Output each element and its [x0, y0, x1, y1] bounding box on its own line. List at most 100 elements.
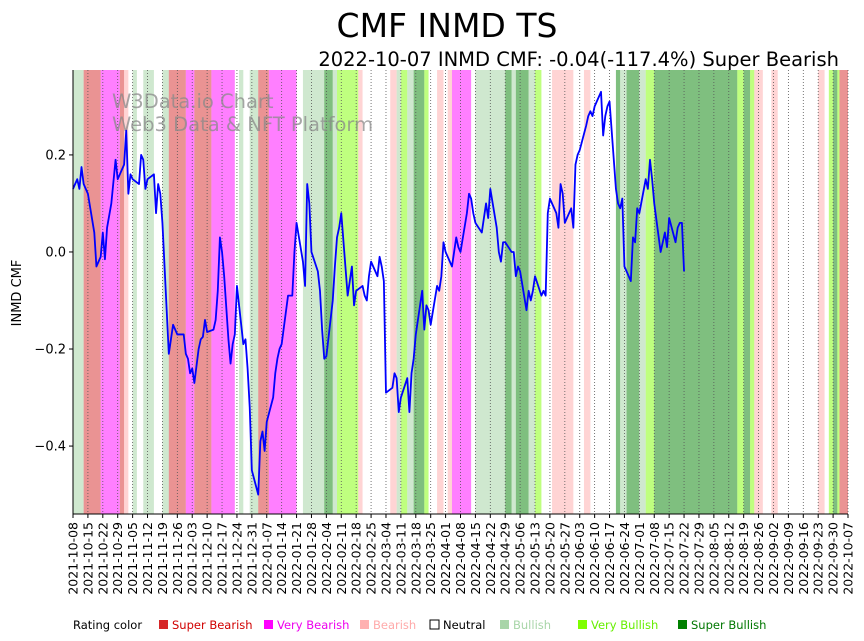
- x-tick-label: 2021-11-19: [155, 522, 170, 595]
- band-super-bullish: [654, 70, 738, 514]
- x-tick-label: 2022-03-04: [378, 522, 393, 595]
- x-tick-label: 2022-02-25: [364, 522, 379, 595]
- band-neutral: [243, 70, 249, 514]
- band-very-bearish: [211, 70, 235, 514]
- band-bullish: [143, 70, 154, 514]
- series-line-cmf: [72, 90, 685, 496]
- band-bullish: [239, 70, 244, 514]
- legend-entry-label: Super Bearish: [172, 618, 253, 632]
- watermark-line-2: Web3 Data & NFT Platform: [112, 113, 373, 136]
- band-very-bearish: [100, 70, 120, 514]
- x-tick-label: 2022-07-22: [677, 522, 692, 595]
- band-bearish: [358, 70, 363, 514]
- x-tick-label: 2022-03-11: [393, 522, 408, 595]
- band-bearish: [437, 70, 444, 514]
- x-tick-label: 2022-01-14: [274, 522, 289, 595]
- band-neutral: [297, 70, 303, 514]
- x-tick-label: 2021-10-22: [95, 522, 110, 595]
- x-tick-label: 2022-06-24: [617, 522, 632, 595]
- x-tick-label: 2022-08-05: [706, 522, 721, 595]
- x-tick-label: 2022-08-19: [736, 522, 751, 595]
- x-tick-label: 2021-11-12: [140, 522, 155, 595]
- x-tick-label: 2022-10-07: [841, 522, 856, 595]
- x-tick-label: 2022-09-23: [811, 522, 826, 595]
- x-tick-label: 2021-12-03: [185, 522, 200, 595]
- band-super-bullish: [324, 70, 333, 514]
- x-tick-label: 2022-08-12: [721, 522, 736, 595]
- legend-swatch: [578, 620, 587, 629]
- band-bearish: [583, 70, 591, 514]
- band-neutral: [154, 70, 163, 514]
- band-super-bullish: [626, 70, 640, 514]
- y-tick-label: 0.0: [45, 245, 66, 260]
- band-bearish: [771, 70, 778, 514]
- band-very-bullish: [645, 70, 655, 514]
- series-layer: [72, 90, 685, 496]
- x-tick-label: 2021-10-29: [110, 522, 125, 595]
- x-tick-label: 2022-07-08: [647, 522, 662, 595]
- band-bullish: [407, 70, 414, 514]
- legend-entry-label: Bullish: [513, 618, 551, 632]
- x-tick-label: 2022-09-30: [826, 522, 841, 595]
- x-tick-label: 2022-09-02: [766, 522, 781, 595]
- band-bearish: [552, 70, 574, 514]
- legend-entry-label: Very Bullish: [591, 618, 658, 632]
- band-very-bullish: [837, 70, 840, 514]
- x-tick-label: 2022-05-06: [513, 522, 528, 595]
- legend: Rating color Super Bearish Very Bearish Bea…: [73, 618, 766, 632]
- band-super-bearish: [119, 70, 125, 514]
- band-bullish: [639, 70, 646, 514]
- band-super-bullish: [515, 70, 529, 514]
- x-tick-label: 2022-04-22: [483, 522, 498, 595]
- y-tick-label: 0.2: [45, 148, 66, 163]
- band-very-bullish: [737, 70, 744, 514]
- band-bullish: [73, 70, 84, 514]
- x-tick-label: 2022-04-29: [498, 522, 513, 595]
- legend-swatch: [500, 620, 509, 629]
- legend-swatch: [360, 620, 369, 629]
- y-axis-label: INMD CMF: [10, 260, 25, 327]
- band-neutral: [763, 70, 772, 514]
- x-tick-label: 2022-05-13: [528, 522, 543, 595]
- x-tick-label: 2022-02-11: [334, 522, 349, 595]
- band-very-bullish: [400, 70, 408, 514]
- x-tick-label: 2022-08-26: [751, 522, 766, 595]
- legend-swatch: [429, 619, 440, 630]
- x-tick-label: 2022-03-25: [423, 522, 438, 595]
- legend-title: Rating color: [73, 618, 142, 632]
- x-tick-label: 2022-05-20: [542, 522, 557, 595]
- band-very-bullish: [535, 70, 542, 514]
- x-tick-label: 2021-10-15: [80, 522, 95, 595]
- band-neutral: [137, 70, 143, 514]
- band-super-bullish: [833, 70, 838, 514]
- x-tick-label: 2021-12-31: [244, 522, 259, 595]
- legend-entry-label: Bearish: [373, 618, 416, 632]
- x-tick-label: 2022-01-21: [289, 522, 304, 595]
- band-very-bullish: [424, 70, 429, 514]
- band-bullish: [396, 70, 401, 514]
- x-tick-label: 2021-12-17: [215, 522, 230, 595]
- x-tick-label: 2021-11-26: [170, 522, 185, 595]
- legend-entry-label: Neutral: [443, 618, 485, 632]
- band-very-bearish: [185, 70, 195, 514]
- band-bearish: [818, 70, 825, 514]
- legend-swatch: [678, 620, 687, 629]
- x-tick-label: 2022-04-01: [438, 522, 453, 595]
- x-tick-label: 2022-09-16: [796, 522, 811, 595]
- band-super-bullish: [743, 70, 751, 514]
- x-tick-label: 2022-05-27: [557, 522, 572, 595]
- x-tick-label: 2022-06-17: [602, 522, 617, 595]
- x-tick-label: 2022-01-07: [259, 522, 274, 595]
- band-neutral: [128, 70, 132, 514]
- x-tick-label: 2022-07-29: [691, 522, 706, 595]
- legend-entry-label: Super Bullish: [691, 618, 766, 632]
- band-super-bearish: [839, 70, 848, 514]
- band-super-bearish: [194, 70, 212, 514]
- x-tick-label: 2022-07-01: [632, 522, 647, 595]
- band-bullish: [511, 70, 516, 514]
- chart-subtitle: 2022-10-07 INMD CMF: -0.04(-117.4%) Supe…: [318, 48, 839, 71]
- x-tick-label: 2022-04-08: [453, 522, 468, 595]
- x-tick-label: 2022-02-18: [349, 522, 364, 595]
